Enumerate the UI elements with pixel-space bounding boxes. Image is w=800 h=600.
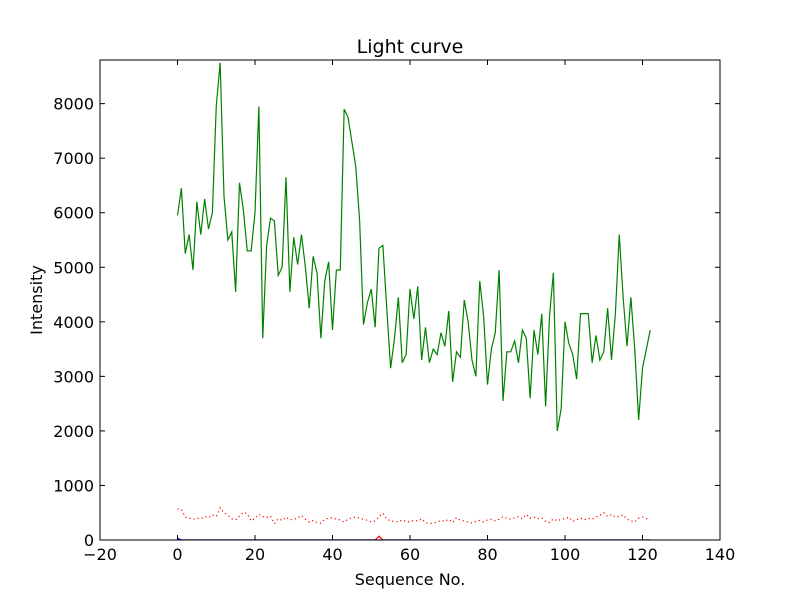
ticks-layer: −20 0 20 40 60 80 100 120 1400100020003000400050… (53, 60, 735, 564)
y-tick-label: 3000 (53, 367, 94, 386)
y-tick-label: 7000 (53, 149, 94, 168)
y-axis-label: Intensity (27, 265, 46, 335)
plot-frame (99, 59, 721, 541)
x-axis-label: Sequence No. (355, 570, 466, 589)
x-tick-label: 120 (627, 545, 658, 564)
x-tick-label: 20 (245, 545, 265, 564)
x-tick-label: −20 (83, 545, 117, 564)
y-tick-label: 0 (84, 531, 94, 550)
y-tick-label: 8000 (53, 95, 94, 114)
y-tick-label: 5000 (53, 258, 94, 277)
x-tick-label: 100 (550, 545, 581, 564)
x-tick-label: 140 (705, 545, 736, 564)
y-tick-label: 2000 (53, 422, 94, 441)
x-tick-label: 40 (322, 545, 342, 564)
series-line-0 (176, 62, 651, 432)
x-tick-label: 80 (477, 545, 497, 564)
x-tick-label: 60 (400, 545, 420, 564)
x-tick-label: 0 (172, 545, 182, 564)
y-tick-label: 1000 (53, 476, 94, 495)
y-tick-label: 4000 (53, 313, 94, 332)
chart-title: Light curve (357, 36, 464, 58)
series-line-1 (177, 506, 651, 525)
series-layer (176, 62, 651, 540)
y-tick-label: 6000 (53, 204, 94, 223)
